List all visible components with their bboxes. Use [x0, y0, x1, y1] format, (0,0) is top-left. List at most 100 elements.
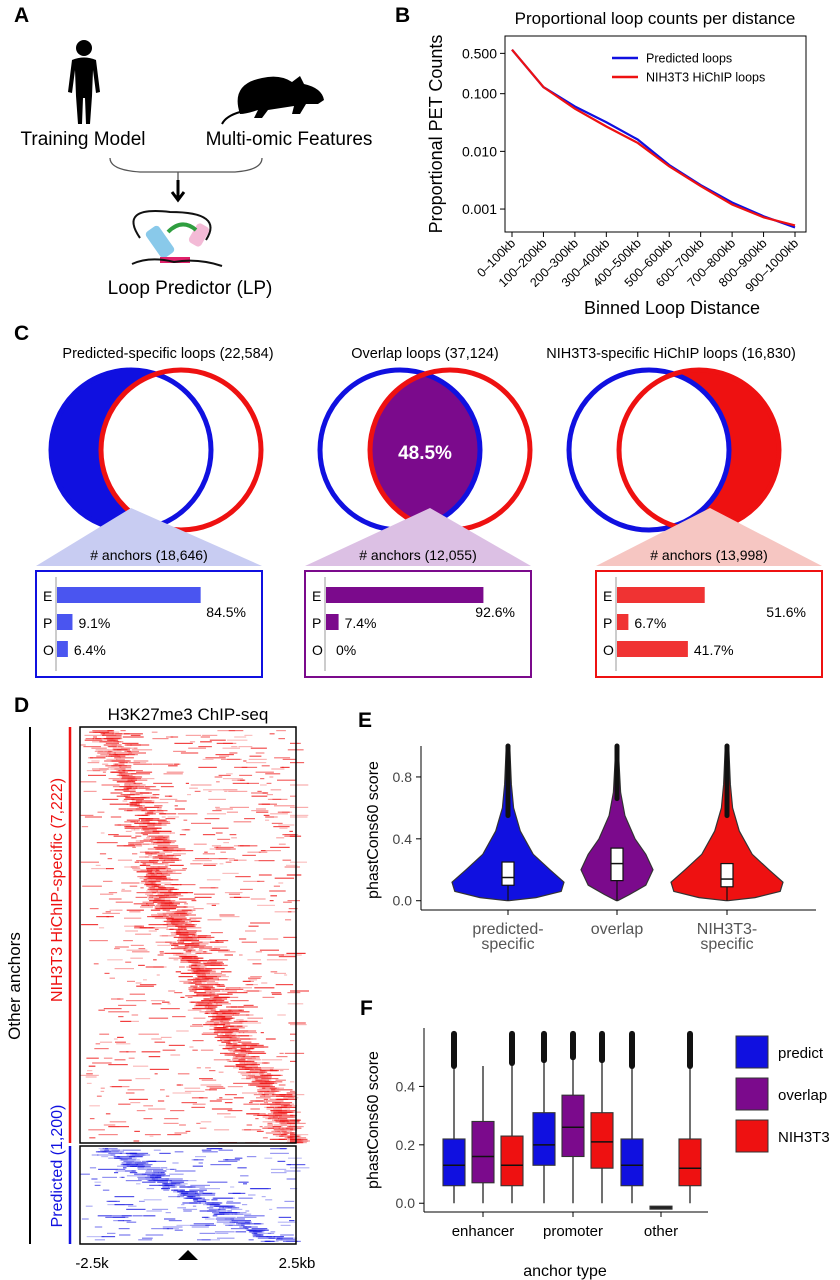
heatmap-streak: [114, 1157, 132, 1159]
heatmap-streak: [218, 951, 236, 953]
heatmap-streak: [200, 736, 210, 738]
heatmap-streak: [119, 1176, 124, 1178]
heatmap-streak: [136, 860, 157, 862]
heatmap-streak: [172, 1092, 192, 1094]
heatmap-streak: [119, 1234, 131, 1236]
heatmap-streak: [108, 730, 113, 732]
heatmap-title: H3K27me3 ChIP-seq: [108, 705, 269, 724]
heatmap-streak: [253, 1082, 267, 1084]
heatmap-streak: [210, 1148, 223, 1150]
heatmap-streak: [264, 1114, 282, 1116]
heatmap-streak: [245, 984, 258, 986]
heatmap-streak: [246, 1048, 255, 1050]
heatmap-streak: [131, 1165, 137, 1167]
box: [649, 1205, 673, 1210]
heatmap-streak: [191, 1159, 199, 1161]
heatmap-streak: [248, 1194, 256, 1196]
heatmap-streak: [243, 980, 254, 982]
anchor-bar: [617, 587, 705, 603]
heatmap-streak: [159, 858, 179, 860]
heatmap-streak: [227, 1086, 243, 1088]
heatmap-streak: [287, 900, 300, 902]
heatmap-streak: [229, 859, 247, 861]
heatmap-streak: [271, 1089, 293, 1091]
heatmap-streak: [118, 774, 133, 776]
heatmap-streak: [131, 749, 153, 751]
heatmap-streak: [290, 1060, 297, 1062]
heatmap-streak: [231, 779, 246, 781]
heatmap-streak: [146, 1188, 155, 1190]
heatmap-streak: [210, 964, 228, 966]
heatmap-streak: [126, 1208, 146, 1210]
heatmap-streak: [263, 814, 270, 816]
heatmap-streak: [213, 1028, 225, 1030]
heatmap-streak: [198, 1003, 218, 1005]
heatmap-streak: [273, 1129, 293, 1131]
heatmap-streak: [221, 990, 237, 992]
heatmap-streak: [125, 830, 132, 832]
heatmap-streak: [194, 893, 215, 895]
heatmap-streak: [241, 1129, 251, 1131]
heatmap-streak: [275, 1239, 283, 1241]
heatmap-streak: [176, 930, 197, 932]
venn-3-blue-circle: [566, 367, 732, 533]
heatmap-streak: [138, 1178, 158, 1180]
heatmap-streak: [279, 1135, 284, 1137]
heatmap-streak: [190, 920, 200, 922]
heatmap-streak: [136, 802, 155, 804]
heatmap-streak: [209, 1100, 222, 1102]
box: [471, 1120, 495, 1184]
heatmap-streak: [190, 1184, 210, 1186]
heatmap-streak: [238, 1052, 248, 1054]
heatmap-streak: [140, 826, 148, 828]
heatmap-streak: [152, 882, 172, 884]
heatmap-streak: [206, 1012, 211, 1014]
anchor-bar-category: E: [312, 588, 321, 604]
heatmap-streak: [272, 798, 282, 800]
heatmap-streak: [191, 968, 200, 970]
heatmap-streak: [241, 1224, 245, 1226]
heatmap-streak: [250, 1108, 260, 1110]
heatmap-streak: [131, 1014, 139, 1016]
heatmap-streak: [173, 893, 181, 895]
heatmap-streak: [98, 1148, 104, 1150]
heatmap-streak: [115, 909, 123, 911]
predicted-group-label: Predicted (1,200): [49, 1105, 66, 1228]
heatmap-streak: [194, 963, 212, 965]
heatmap-streak: [114, 1196, 135, 1198]
heatmap-streak: [224, 1102, 233, 1104]
legend-label: NIH3T3: [778, 1129, 830, 1146]
heatmap-streak: [218, 1160, 238, 1162]
heatmap-streak: [127, 750, 131, 752]
heatmap-streak: [215, 754, 234, 756]
heatmap-streak: [266, 782, 272, 784]
heatmap-streak: [286, 1240, 299, 1242]
heatmap-streak: [248, 1064, 255, 1066]
heatmap-streak: [147, 871, 161, 873]
venn-title-2: Overlap loops (37,124): [351, 346, 499, 362]
chart-e-xtick-label: overlap: [591, 921, 644, 938]
heatmap-streak: [174, 1229, 183, 1231]
heatmap-streak: [189, 1224, 210, 1226]
heatmap-streak: [196, 993, 215, 995]
heatmap-streak: [181, 1204, 185, 1206]
heatmap-streak: [205, 757, 226, 759]
heatmap-streak: [135, 832, 151, 834]
heatmap-streak: [250, 1188, 271, 1190]
heatmap-streak: [210, 1009, 217, 1011]
heatmap-streak: [86, 1236, 105, 1238]
heatmap-streak: [288, 1022, 306, 1024]
heatmap-streak: [251, 1228, 268, 1230]
heatmap-streak: [223, 789, 238, 791]
heatmap-streak: [179, 966, 185, 968]
heatmap-streak: [213, 1019, 230, 1021]
anchor-bar-category: P: [43, 615, 52, 631]
heatmap-streak: [156, 872, 162, 874]
heatmap-streak: [96, 916, 110, 918]
heatmap-streak: [236, 1019, 244, 1021]
heatmap-streak: [142, 1237, 153, 1239]
legend-swatch: [735, 1119, 769, 1153]
heatmap-streak: [147, 869, 153, 871]
heatmap-streak: [266, 1073, 272, 1075]
heatmap-streak: [253, 1094, 269, 1096]
